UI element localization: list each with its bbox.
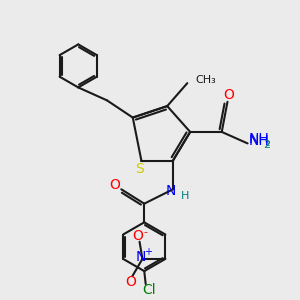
Text: ₂: ₂ xyxy=(266,138,270,148)
Text: N: N xyxy=(136,250,146,265)
Text: 2: 2 xyxy=(263,140,270,150)
Text: O: O xyxy=(125,275,136,290)
Text: -: - xyxy=(144,226,148,237)
Text: NH: NH xyxy=(249,132,270,146)
Text: S: S xyxy=(136,162,144,176)
Text: O: O xyxy=(133,229,144,243)
Text: CH₃: CH₃ xyxy=(195,75,216,85)
Text: O: O xyxy=(110,178,120,192)
Text: O: O xyxy=(224,88,234,103)
Text: Cl: Cl xyxy=(142,283,155,297)
Text: +: + xyxy=(144,247,152,257)
Text: H: H xyxy=(181,191,189,202)
Text: NH: NH xyxy=(249,134,270,148)
Text: N: N xyxy=(166,184,176,198)
